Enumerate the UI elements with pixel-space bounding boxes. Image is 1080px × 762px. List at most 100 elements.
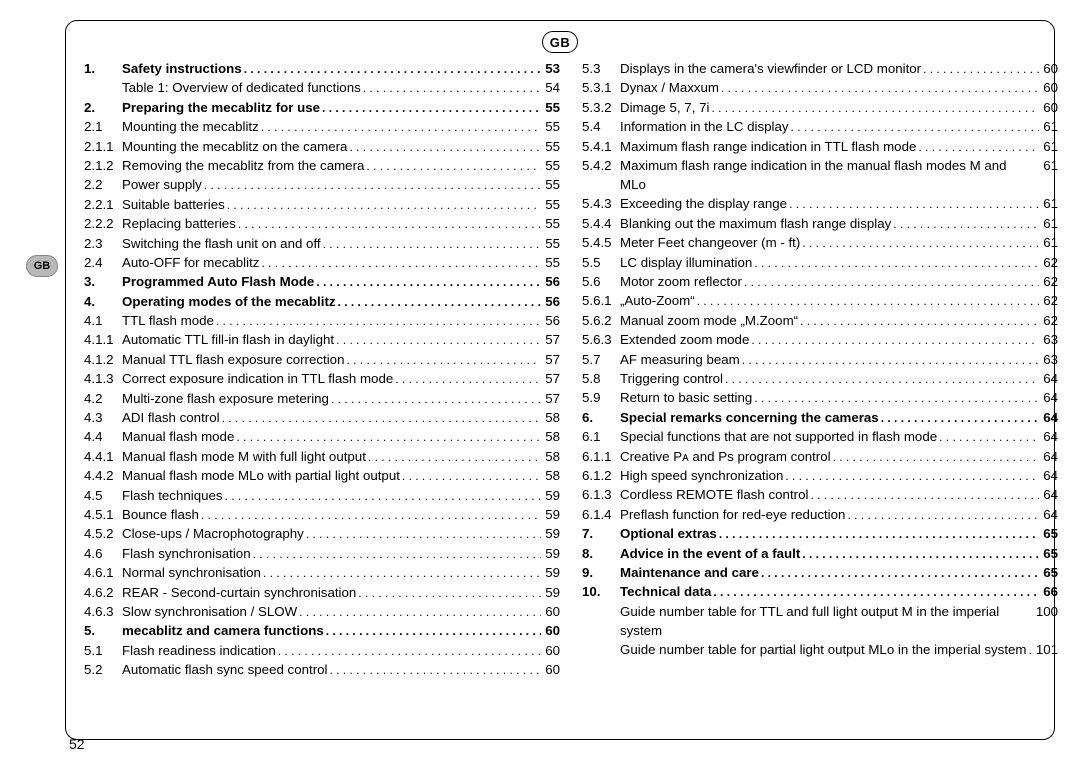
toc-leader-dots xyxy=(711,98,1039,117)
toc-entry-number: 5. xyxy=(84,621,122,640)
toc-entry-page: 56 xyxy=(541,272,560,291)
toc-entry-number: 6. xyxy=(582,408,620,427)
toc-entry-number: 2. xyxy=(84,98,122,117)
toc-entry-page: 64 xyxy=(1039,369,1058,388)
toc-entry-label: Normal synchronisation xyxy=(122,563,263,582)
toc-entry: 4.1.3Correct exposure indication in TTL … xyxy=(84,369,560,388)
toc-entry-page: 63 xyxy=(1039,330,1058,349)
toc-leader-dots xyxy=(789,194,1039,213)
toc-entry: 2.2.2Replacing batteries55 xyxy=(84,214,560,233)
toc-entry-label: REAR - Second-curtain synchronisation xyxy=(122,583,358,602)
toc-entry: 8.Advice in the event of a fault 65 xyxy=(582,544,1058,563)
toc-entry: 4.4.1Manual flash mode M with full light… xyxy=(84,447,560,466)
toc-entry-label: Programmed Auto Flash Mode xyxy=(122,272,316,291)
toc-leader-dots xyxy=(338,292,542,311)
toc-entry: 4.5.1Bounce flash59 xyxy=(84,505,560,524)
toc-entry-page: 61 xyxy=(1039,137,1058,156)
toc-entry: 4.2Multi-zone flash exposure metering57 xyxy=(84,389,560,408)
page-number: 52 xyxy=(69,736,85,752)
toc-entry-label: Dimage 5, 7, 7i xyxy=(620,98,711,117)
toc-entry-number: 4.4 xyxy=(84,427,122,446)
toc-entry-page: 55 xyxy=(541,156,560,175)
toc-entry: 6.1Special functions that are not suppor… xyxy=(582,427,1058,446)
toc-leader-dots xyxy=(697,291,1040,310)
toc-entry-number: 6.1 xyxy=(582,427,620,446)
toc-entry: 4.1.2Manual TTL flash exposure correctio… xyxy=(84,350,560,369)
toc-entry-page: 64 xyxy=(1039,408,1058,427)
toc-entry: 4.5Flash techniques59 xyxy=(84,486,560,505)
toc-entry-label: Dynax / Maxxum xyxy=(620,78,721,97)
toc-leader-dots xyxy=(395,369,541,388)
toc-entry-label: Motor zoom reflector xyxy=(620,272,744,291)
toc-entry-page: 65 xyxy=(1039,544,1058,563)
toc-entry-page: 64 xyxy=(1039,466,1058,485)
toc-entry-page: 60 xyxy=(541,621,560,640)
toc-leader-dots xyxy=(833,447,1040,466)
toc-entry-number: 2.2 xyxy=(84,175,122,194)
toc-entry-number: 5.4.5 xyxy=(582,233,620,252)
toc-entry: 2.1Mounting the mecablitz55 xyxy=(84,117,560,136)
toc-entry-number: 5.6.1 xyxy=(582,291,620,310)
toc-entry-label: Preparing the mecablitz for use xyxy=(122,98,322,117)
toc-entry: 2.1.2Removing the mecablitz from the cam… xyxy=(84,156,560,175)
toc-entry-number: 4.1 xyxy=(84,311,122,330)
toc-entry-number: 5.6.3 xyxy=(582,330,620,349)
toc-entry-label: Replacing batteries xyxy=(122,214,238,233)
toc-column-right: 5.3Displays in the camera's viewfinder o… xyxy=(582,59,1058,680)
toc-entry-page: 59 xyxy=(541,505,560,524)
toc-entry-number: 6.1.4 xyxy=(582,505,620,524)
toc-entry-number: 2.3 xyxy=(84,234,122,253)
toc-leader-dots xyxy=(847,505,1039,524)
toc-entry-label: Manual flash mode xyxy=(122,427,236,446)
toc-entry-page: 57 xyxy=(541,369,560,388)
toc-entry-label: Displays in the camera's viewfinder or L… xyxy=(620,59,923,78)
toc-entry-number: 4. xyxy=(84,292,122,311)
toc-entry-number: 5.6.2 xyxy=(582,311,620,330)
toc-leader-dots xyxy=(939,427,1039,446)
toc-entry-number: 4.2 xyxy=(84,389,122,408)
toc-leader-dots xyxy=(323,234,542,253)
toc-entry-label: Flash synchronisation xyxy=(122,544,253,563)
toc-entry-page: 61 xyxy=(1039,156,1058,175)
toc-entry: 5.4Information in the LC display61 xyxy=(582,117,1058,136)
toc-leader-dots xyxy=(316,272,541,291)
toc-entry-label: Advice in the event of a fault xyxy=(620,544,802,563)
toc-entry-label: Guide number table for partial light out… xyxy=(620,640,1029,659)
toc-entry-label: Special remarks concerning the cameras xyxy=(620,408,881,427)
toc-entry-number: 4.4.1 xyxy=(84,447,122,466)
toc-entry-number: 4.1.2 xyxy=(84,350,122,369)
toc-entry-number: 10. xyxy=(582,582,620,601)
toc-entry: 5.3Displays in the camera's viewfinder o… xyxy=(582,59,1058,78)
toc-leader-dots xyxy=(236,427,541,446)
toc-entry: 2.2.1Suitable batteries55 xyxy=(84,195,560,214)
toc-entry: 5.3.1Dynax / Maxxum60 xyxy=(582,78,1058,97)
toc-entry-number: 8. xyxy=(582,544,620,563)
toc-entry-page: 57 xyxy=(541,350,560,369)
toc-entry-label: Preflash function for red-eye reduction xyxy=(620,505,847,524)
toc-leader-dots xyxy=(244,59,542,78)
toc-entry-number: 5.4.1 xyxy=(582,137,620,156)
toc-entry-page: 57 xyxy=(541,330,560,349)
toc-entry-page: 61 xyxy=(1039,194,1058,213)
toc-entry: 2.1.1Mounting the mecablitz on the camer… xyxy=(84,137,560,156)
toc-leader-dots xyxy=(358,583,541,602)
toc-entry: Table 1: Overview of dedicated functions… xyxy=(84,78,560,97)
toc-entry-page: 64 xyxy=(1039,388,1058,407)
toc-entry-label: Mounting the mecablitz on the camera xyxy=(122,137,349,156)
toc-entry-page: 66 xyxy=(1039,582,1058,601)
toc-entry: 6.Special remarks concerning the cameras… xyxy=(582,408,1058,427)
toc-entry: 4.1.1Automatic TTL fill-in flash in dayl… xyxy=(84,330,560,349)
toc-entry-page: 61 xyxy=(1039,233,1058,252)
toc-entry-label: Flash techniques xyxy=(122,486,225,505)
toc-entry-label: Manual flash mode M with full light outp… xyxy=(122,447,368,466)
toc-entry-label: Manual flash mode MLo with partial light… xyxy=(122,466,402,485)
toc-entry-label: Blanking out the maximum flash range dis… xyxy=(620,214,893,233)
toc-entry-label: Mounting the mecablitz xyxy=(122,117,261,136)
toc-entry-label: Maintenance and care xyxy=(620,563,761,582)
toc-entry-page: 55 xyxy=(541,137,560,156)
toc-entry-number: 5.4 xyxy=(582,117,620,136)
toc-leader-dots xyxy=(802,544,1039,563)
toc-entry-label: Manual zoom mode „M.Zoom“ xyxy=(620,311,800,330)
toc-entry: 5.6.2Manual zoom mode „M.Zoom“62 xyxy=(582,311,1058,330)
toc-leader-dots xyxy=(893,214,1039,233)
